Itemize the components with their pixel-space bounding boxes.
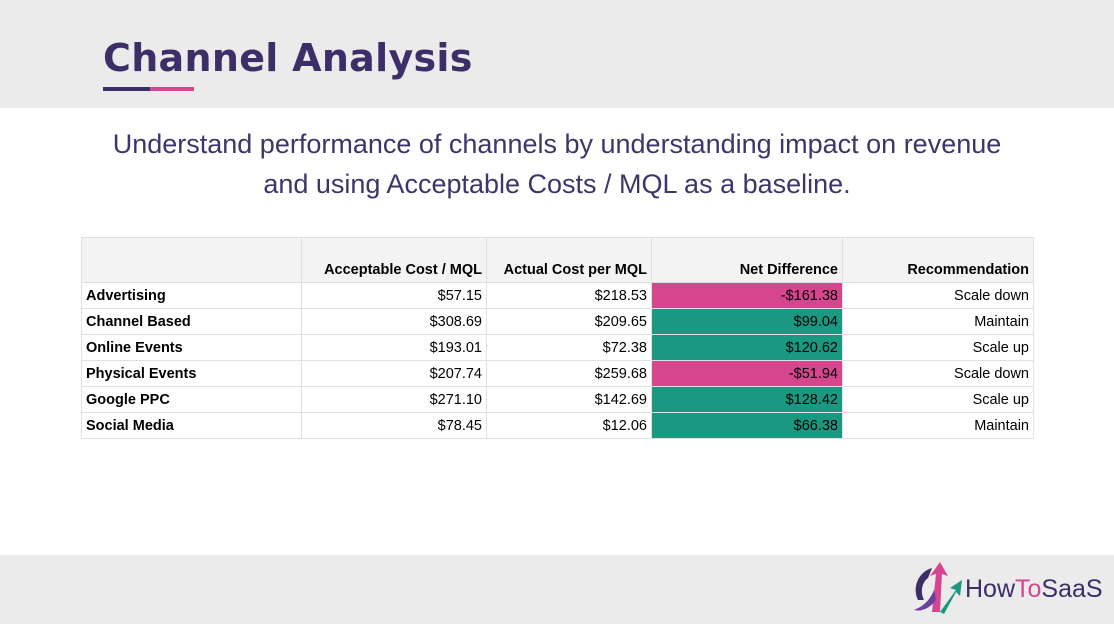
row-label: Online Events <box>81 334 302 361</box>
table-cell: $259.68 <box>486 360 652 387</box>
table-cell: $72.38 <box>486 334 652 361</box>
table-cell: $209.65 <box>486 308 652 335</box>
column-header <box>81 237 302 283</box>
table-cell: Maintain <box>842 308 1034 335</box>
table-cell: $78.45 <box>301 412 487 439</box>
table-cell: Maintain <box>842 412 1034 439</box>
table-cell: Scale down <box>842 282 1034 309</box>
table-cell: $193.01 <box>301 334 487 361</box>
title-underline-accent <box>150 87 194 91</box>
subtitle: Understand performance of channels by un… <box>0 124 1114 204</box>
subtitle-line: and using Acceptable Costs / MQL as a ba… <box>263 169 851 199</box>
table-cell: Scale down <box>842 360 1034 387</box>
table-cell: $12.06 <box>486 412 652 439</box>
table-cell: $207.74 <box>301 360 487 387</box>
row-label: Physical Events <box>81 360 302 387</box>
row-label: Channel Based <box>81 308 302 335</box>
table-cell: $120.62 <box>651 334 843 361</box>
subtitle-line: Understand performance of channels by un… <box>112 129 1002 159</box>
table-cell: $66.38 <box>651 412 843 439</box>
table-cell: $142.69 <box>486 386 652 413</box>
title: Channel Analysis <box>103 36 473 80</box>
table-cell: -$51.94 <box>651 360 843 387</box>
table-row: Social Media $78.45 $12.06 $66.38 Maintain <box>81 412 1034 439</box>
footer-band <box>0 555 1114 624</box>
column-header: Recommendation <box>842 237 1034 283</box>
header-row: Acceptable Cost / MQL Actual Cost per MQL… <box>81 237 1034 283</box>
table-cell: $128.42 <box>651 386 843 413</box>
table-row: Online Events $193.01 $72.38 $120.62 Scale u… <box>81 334 1034 361</box>
table-row: Channel Based $308.69 $209.65 $99.04 Maintai… <box>81 308 1034 335</box>
table-cell: $308.69 <box>301 308 487 335</box>
logo-part: To <box>1015 575 1042 603</box>
table-row: Google PPC $271.10 $142.69 $128.42 Scale up <box>81 386 1034 413</box>
table-row: Advertising $57.15 $218.53 -$161.38 Scale do… <box>81 282 1034 309</box>
logo-part: SaaS <box>1041 575 1103 603</box>
row-label: Advertising <box>81 282 302 309</box>
table-cell: $271.10 <box>301 386 487 413</box>
table-row: Physical Events $207.74 $259.68 -$51.94 Scal… <box>81 360 1034 387</box>
table-cell: $99.04 <box>651 308 843 335</box>
logo-part: How <box>965 575 1016 603</box>
channel-table: Acceptable Cost / MQL Actual Cost per MQL… <box>81 237 1034 439</box>
column-header: Net Difference <box>651 237 843 283</box>
logo-icon <box>914 562 962 614</box>
table-cell: Scale up <box>842 334 1034 361</box>
logo-text: HowToSaaS <box>965 575 1103 604</box>
column-header: Acceptable Cost / MQL <box>301 237 487 283</box>
row-label: Social Media <box>81 412 302 439</box>
title-underline <box>103 87 150 91</box>
column-header: Actual Cost per MQL <box>486 237 652 283</box>
table-cell: $218.53 <box>486 282 652 309</box>
table-cell: -$161.38 <box>651 282 843 309</box>
table-cell: $57.15 <box>301 282 487 309</box>
table-cell: Scale up <box>842 386 1034 413</box>
row-label: Google PPC <box>81 386 302 413</box>
